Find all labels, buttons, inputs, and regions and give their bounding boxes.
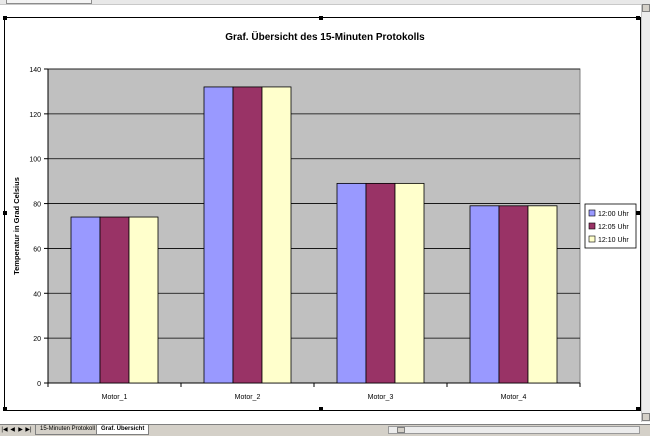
next-sheet-icon[interactable]: ▶ <box>18 427 23 433</box>
resize-handle-bottom-right[interactable] <box>636 407 640 411</box>
x-tick-label: Motor_4 <box>501 394 527 401</box>
x-tick-label: Motor_2 <box>235 394 261 401</box>
bar <box>203 86 234 384</box>
bar <box>469 205 500 384</box>
y-tick-label: 60 <box>33 246 41 253</box>
selected-cell[interactable] <box>6 0 92 4</box>
chart-object[interactable]: Graf. Übersicht des 15-Minuten Protokoll… <box>4 17 641 411</box>
y-axis-label: Temperatur in Grad Celsius <box>12 177 21 275</box>
legend-entry: 12:05 Uhr <box>598 224 629 231</box>
bar <box>365 182 396 384</box>
tab-graf-uebersicht[interactable]: Graf. Übersicht <box>96 425 150 435</box>
y-tick-label: 20 <box>33 336 41 343</box>
resize-handle-top-mid[interactable] <box>319 16 323 20</box>
resize-handle-bottom-mid[interactable] <box>319 407 323 411</box>
resize-handle-bottom-left[interactable] <box>3 407 7 411</box>
scroll-down-arrow-icon[interactable] <box>642 413 650 421</box>
bar <box>394 182 425 384</box>
chart-title: Graf. Übersicht des 15-Minuten Protokoll… <box>225 30 425 43</box>
x-tick-label: Motor_1 <box>102 394 128 401</box>
horizontal-scrollbar[interactable] <box>388 426 640 434</box>
y-tick-label: 0 <box>37 381 41 388</box>
y-tick-label: 120 <box>29 112 41 119</box>
resize-handle-top-right[interactable] <box>636 16 640 20</box>
legend-swatch <box>588 235 596 243</box>
y-tick-label: 140 <box>29 67 41 74</box>
tab-15-minuten-protokoll[interactable]: 15-Minuten Protokoll <box>35 425 101 435</box>
resize-handle-top-left[interactable] <box>3 16 7 20</box>
bar <box>232 86 263 384</box>
legend-entry: 12:10 Uhr <box>598 237 629 244</box>
bar <box>99 216 130 384</box>
sheet-tab-bar: |◀ ◀ ▶ ▶| 15-Minuten Protokoll Graf. Übe… <box>0 424 650 436</box>
resize-handle-mid-left[interactable] <box>3 211 7 215</box>
top-cell-strip <box>0 0 650 5</box>
prev-sheet-icon[interactable]: ◀ <box>10 427 15 433</box>
last-sheet-icon[interactable]: ▶| <box>25 427 32 433</box>
bar <box>128 216 159 384</box>
legend-swatch <box>588 222 596 230</box>
bar <box>261 86 292 384</box>
legend-swatch <box>588 209 596 217</box>
bar <box>498 205 529 384</box>
horizontal-scroll-thumb[interactable] <box>397 427 405 433</box>
bar <box>527 205 558 384</box>
first-sheet-icon[interactable]: |◀ <box>1 427 8 433</box>
y-tick-label: 40 <box>33 291 41 298</box>
legend-entry: 12:00 Uhr <box>598 211 629 218</box>
resize-handle-mid-right[interactable] <box>636 211 640 215</box>
y-tick-label: 100 <box>29 157 41 164</box>
worksheet-area: Graf. Übersicht des 15-Minuten Protokoll… <box>0 0 650 424</box>
vertical-scrollbar[interactable] <box>641 4 650 422</box>
chart-svg: Graf. Übersicht des 15-Minuten Protokoll… <box>12 30 637 401</box>
bar <box>70 216 101 384</box>
bar <box>336 182 367 384</box>
y-tick-label: 80 <box>33 202 41 209</box>
x-tick-label: Motor_3 <box>368 394 394 401</box>
scroll-up-arrow-icon[interactable] <box>642 4 650 12</box>
